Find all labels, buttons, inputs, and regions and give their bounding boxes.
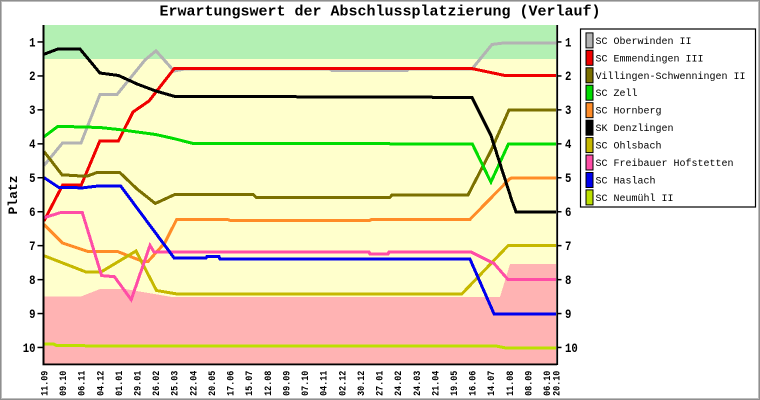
svg-text:21.04: 21.04 [430,370,442,396]
svg-text:9: 9 [29,307,35,322]
svg-text:SC Freibauer Hofstetten: SC Freibauer Hofstetten [596,158,734,170]
svg-text:3: 3 [565,103,571,118]
svg-text:6: 6 [565,205,571,220]
svg-text:8: 8 [29,273,35,288]
svg-text:3: 3 [29,103,35,118]
svg-text:06.11: 06.11 [76,370,88,396]
svg-text:Erwartungswert der Abschlusspl: Erwartungswert der Abschlussplatzierung … [159,4,600,21]
svg-text:5: 5 [565,171,571,186]
svg-text:24.02: 24.02 [392,371,404,396]
svg-text:Villingen-Schwenningen II: Villingen-Schwenningen II [596,71,746,83]
svg-text:24.03: 24.03 [411,370,423,396]
svg-text:08.09: 08.09 [523,371,535,396]
svg-text:SC Zell: SC Zell [596,88,638,100]
svg-text:01.01: 01.01 [113,370,125,396]
svg-text:19.05: 19.05 [448,370,460,396]
svg-text:25.03: 25.03 [169,370,181,396]
svg-text:SC Oberwinden II: SC Oberwinden II [596,36,692,48]
svg-text:2: 2 [29,69,35,84]
svg-text:06.10: 06.10 [541,371,553,396]
svg-text:04.11: 04.11 [318,370,330,396]
svg-text:20.10: 20.10 [551,371,563,396]
svg-text:11.09: 11.09 [39,371,51,396]
svg-text:30.12: 30.12 [355,371,367,396]
svg-text:SK Denzlingen: SK Denzlingen [596,123,674,135]
svg-text:11.08: 11.08 [504,370,516,396]
svg-text:12.08: 12.08 [262,370,274,396]
svg-text:09.10: 09.10 [57,371,69,396]
svg-text:10: 10 [23,341,36,356]
svg-text:26.02: 26.02 [150,371,162,396]
svg-text:6: 6 [29,205,35,220]
svg-text:09.09: 09.09 [281,371,293,396]
svg-text:20.05: 20.05 [206,370,218,396]
svg-text:27.01: 27.01 [374,370,386,396]
svg-text:SC Hornberg: SC Hornberg [596,106,662,118]
svg-text:8: 8 [565,273,571,288]
svg-text:15.07: 15.07 [244,371,256,396]
svg-text:SC Ohlsbach: SC Ohlsbach [596,141,662,153]
svg-text:16.06: 16.06 [467,370,479,396]
svg-text:SC Emmendingen III: SC Emmendingen III [596,53,704,65]
svg-text:04.12: 04.12 [95,371,107,396]
svg-text:SC Neumühl II: SC Neumühl II [596,193,674,205]
svg-text:Platz: Platz [6,175,21,214]
svg-text:02.12: 02.12 [337,371,349,396]
svg-text:29.01: 29.01 [132,370,144,396]
svg-text:7: 7 [565,239,571,254]
svg-text:17.06: 17.06 [225,370,237,396]
svg-text:1: 1 [29,35,35,50]
svg-text:5: 5 [29,171,35,186]
svg-text:4: 4 [29,137,35,152]
svg-text:14.07: 14.07 [486,371,498,396]
svg-text:22.04: 22.04 [188,370,200,396]
svg-text:4: 4 [565,137,571,152]
svg-text:2: 2 [565,69,571,84]
svg-text:07.10: 07.10 [299,371,311,396]
svg-text:7: 7 [29,239,35,254]
svg-text:SC Haslach: SC Haslach [596,176,656,188]
svg-text:1: 1 [565,35,571,50]
svg-text:10: 10 [565,341,578,356]
svg-text:9: 9 [565,307,571,322]
